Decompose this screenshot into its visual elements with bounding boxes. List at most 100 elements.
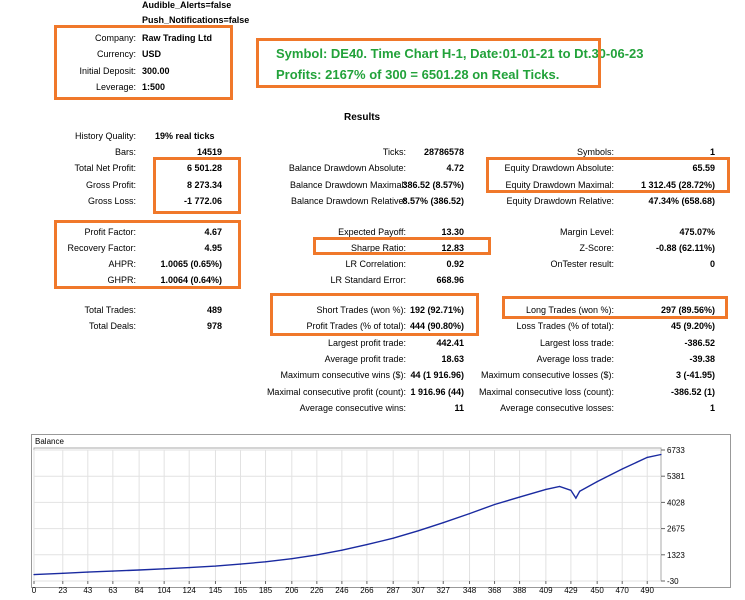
stat-label: Balance Drawdown Relative:	[290, 196, 406, 206]
balance-data-point	[660, 453, 662, 456]
stat-value: -1 772.06	[183, 196, 222, 206]
x-tick-label: 307	[412, 586, 426, 595]
balance-data-point	[138, 569, 140, 571]
stat-value: 11	[454, 403, 464, 413]
x-tick-label: 246	[335, 586, 349, 595]
balance-data-point	[112, 570, 114, 572]
history-quality-label: History Quality:	[74, 131, 136, 141]
stat-value: 1.0065 (0.65%)	[160, 259, 222, 269]
company-label: Company:	[94, 33, 136, 43]
stat-label: Expected Payoff:	[338, 227, 406, 237]
x-tick-label: 185	[259, 586, 273, 595]
stat-value: 1	[709, 403, 715, 413]
stat-value: 0	[709, 259, 715, 269]
stat-label: Average consecutive losses:	[500, 403, 614, 413]
stat-value: 65.59	[692, 163, 715, 173]
x-tick-label: 226	[310, 586, 324, 595]
stat-value: 0.92	[446, 259, 464, 269]
balance-data-point	[291, 558, 293, 560]
stat-label: Equity Drawdown Absolute:	[504, 163, 614, 173]
stat-value: 386.52 (8.57%)	[402, 180, 464, 190]
stat-label: Profit Trades (% of total):	[306, 321, 406, 331]
x-tick-label: 104	[157, 586, 171, 595]
stat-label: Loss Trades (% of total):	[516, 321, 614, 331]
balance-data-point	[493, 503, 496, 506]
y-tick-label: 2675	[667, 525, 685, 534]
balance-data-point	[417, 530, 419, 532]
history-quality-value: 19% real ticks	[155, 131, 215, 141]
stat-label: Symbols:	[576, 147, 614, 157]
stat-label: Ticks:	[382, 147, 406, 157]
stat-label: LR Correlation:	[345, 259, 406, 269]
chart-title-strip	[32, 435, 662, 447]
balance-data-point	[341, 549, 343, 551]
stat-value: 18.63	[441, 354, 464, 364]
balance-chart: Balance 6733 5381 4028 2675 1323 -30 0 23 43 63 84 1…	[31, 434, 731, 600]
highlight-profit-box	[153, 157, 241, 214]
stat-label: Largest profit trade:	[327, 338, 406, 348]
x-tick-label: 287	[386, 586, 400, 595]
balance-data-point	[518, 496, 521, 498]
stat-label: Balance Drawdown Absolute:	[288, 163, 406, 173]
stat-value: -386.52 (1)	[670, 387, 715, 397]
balance-data-point	[545, 488, 547, 490]
stat-value: 192 (92.71%)	[409, 305, 464, 315]
balance-data-point	[163, 568, 165, 570]
stat-label: Short Trades (won %):	[316, 305, 406, 315]
results-title: Results	[344, 112, 381, 123]
stat-value: 1.0064 (0.64%)	[160, 275, 222, 285]
stat-label: Maximal consecutive profit (count):	[266, 387, 406, 397]
stat-value: -39.38	[689, 354, 715, 364]
initial-deposit-label: Initial Deposit:	[79, 66, 136, 76]
x-tick-label: 165	[234, 586, 248, 595]
balance-data-point	[570, 489, 572, 491]
balance-data-point	[559, 485, 561, 488]
stat-value: -386.52	[684, 338, 715, 348]
stat-label: Average profit trade:	[324, 354, 406, 364]
stat-label: Total Trades:	[84, 305, 136, 315]
stat-value: 1 312.45 (28.72%)	[640, 180, 715, 190]
stat-label: Z-Score:	[579, 243, 614, 253]
x-tick-label: 124	[183, 586, 197, 595]
audible-alerts-note: Audible_Alerts=false	[142, 0, 232, 10]
highlight-trades-box	[270, 293, 479, 336]
y-tick-label: 4028	[667, 498, 685, 507]
x-tick-label: 470	[616, 586, 630, 595]
stat-value: 978	[206, 321, 222, 331]
stat-label: Recovery Factor:	[67, 243, 136, 253]
highlight-annotation-box	[256, 38, 601, 88]
stat-label: AHPR:	[108, 259, 136, 269]
initial-deposit-value: 300.00	[142, 66, 170, 76]
stat-label: Average loss trade:	[536, 354, 614, 364]
x-tick-label: 266	[360, 586, 374, 595]
stat-value: 28786578	[423, 147, 464, 157]
x-tick-label: 429	[564, 586, 578, 595]
stat-value: 6 501.28	[186, 163, 222, 173]
stat-label: LR Standard Error:	[330, 275, 406, 285]
stat-label: Sharpe Ratio:	[350, 243, 406, 253]
company-value: Raw Trading Ltd	[142, 33, 213, 43]
push-notifications-note: Push_Notifications=false	[142, 15, 250, 25]
currency-label: Currency:	[96, 49, 136, 59]
balance-data-point	[62, 572, 64, 574]
x-tick-label: 145	[209, 586, 223, 595]
stat-label: Total Net Profit:	[74, 163, 136, 173]
stat-label: GHPR:	[107, 275, 136, 285]
x-tick-label: 43	[83, 586, 92, 595]
balance-data-point	[316, 554, 318, 556]
stat-label: Maximum consecutive wins ($):	[280, 370, 406, 380]
stat-value: 4.95	[204, 243, 222, 253]
stat-label: Margin Level:	[559, 227, 614, 237]
stat-value: 4.67	[204, 227, 222, 237]
stat-value: 297 (89.56%)	[660, 305, 715, 315]
stat-value: 489	[206, 305, 222, 315]
balance-data-point	[188, 567, 190, 569]
x-tick-label: 409	[539, 586, 553, 595]
x-tick-label: 450	[590, 586, 604, 595]
stat-label: Equity Drawdown Relative:	[506, 196, 614, 206]
stat-label: Maximum consecutive losses ($):	[480, 370, 614, 380]
stat-label: Average consecutive wins:	[299, 403, 406, 413]
balance-data-point	[579, 490, 581, 492]
stat-value: 47.34% (658.68)	[648, 196, 715, 206]
stat-value: 1	[709, 147, 715, 157]
